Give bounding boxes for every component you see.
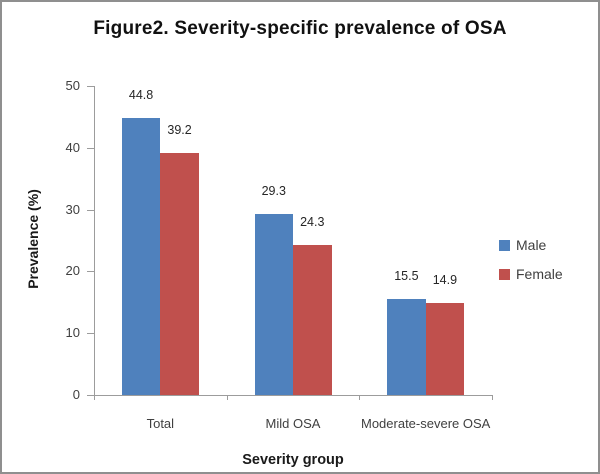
y-tick-mark [87,147,94,149]
x-axis-line [94,395,492,396]
x-category-label: Moderate-severe OSA [360,416,491,431]
bar-male-3 [387,299,426,395]
y-axis-title: Prevalence (%) [25,189,41,289]
y-tick-mark [87,395,94,396]
y-tick-mark [87,209,94,211]
legend-label: Female [516,266,563,282]
legend: Male Female [499,238,563,296]
bar-female-1 [160,152,199,395]
bar-male-2 [254,213,293,395]
y-tick-label: 40 [65,139,80,155]
bar-female-2 [293,244,332,395]
x-tick-mark [359,395,361,400]
y-tick-label: 0 [72,387,80,402]
y-tick-label: 50 [65,78,80,93]
bar-value-label: 14.9 [432,272,458,287]
x-tick-mark [94,395,95,400]
x-tick-mark [226,395,228,400]
bar-male-1 [121,118,161,395]
chart-title: Figure2. Severity-specific prevalence of… [93,18,507,39]
x-axis-title: Severity group [242,452,344,468]
legend-swatch-female [499,269,510,280]
y-tick-mark [87,86,94,87]
y-tick-mark [87,271,94,273]
bar-value-label: 39.2 [167,122,192,137]
bar-value-label: 24.3 [300,214,325,229]
y-tick-label: 20 [65,263,80,279]
legend-swatch-male [499,240,510,251]
bar-value-label: 44.8 [128,88,154,103]
bar-value-label: 15.5 [394,269,419,284]
bar-female-3 [425,302,465,395]
y-tick-label: 10 [65,325,80,341]
x-category-label: Total [146,416,175,431]
legend-item-male: Male [499,238,563,253]
legend-label: Male [516,237,547,253]
y-tick-mark [87,333,94,335]
x-tick-mark [492,395,493,400]
y-axis-line [94,86,95,396]
y-tick-label: 30 [65,201,80,217]
x-category-label: Mild OSA [265,416,321,431]
legend-item-female: Female [499,267,563,282]
bar-value-label: 29.3 [261,183,286,198]
